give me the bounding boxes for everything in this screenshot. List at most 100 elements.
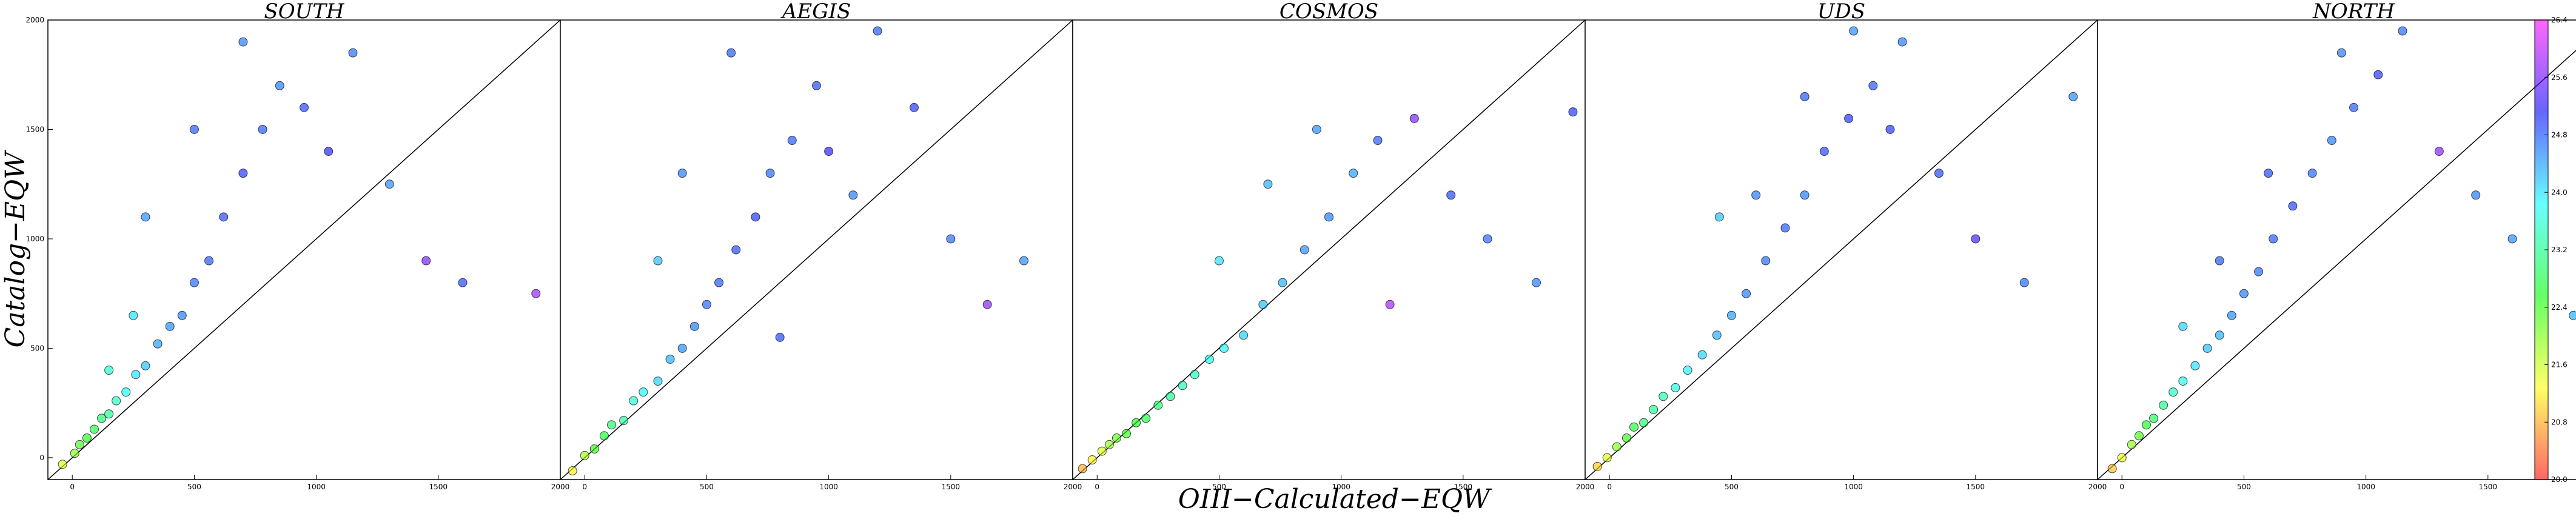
y-tick-label: 2000	[25, 16, 44, 24]
colorbar-tick-label: 23.2	[2551, 246, 2568, 254]
x-axis-label: OIII−Calculated−EQW	[1178, 484, 1492, 515]
data-point	[1592, 461, 1602, 471]
data-point	[1097, 446, 1107, 456]
data-point	[1742, 289, 1751, 298]
data-point	[1112, 433, 1121, 443]
x-tick-label: 500	[2237, 483, 2251, 491]
data-point	[112, 396, 121, 406]
data-point	[873, 26, 882, 36]
data-point	[2434, 147, 2444, 156]
data-point	[1602, 453, 1612, 463]
data-point	[2178, 321, 2188, 331]
x-tick-label: 1500	[2479, 483, 2498, 491]
data-point	[1897, 37, 1907, 47]
data-point	[629, 396, 639, 406]
data-point	[1078, 464, 1087, 474]
y-tick-label: 1500	[25, 125, 44, 133]
x-tick-label: 0	[1095, 483, 1099, 491]
data-point	[1087, 455, 1097, 465]
data-point	[1300, 245, 1309, 255]
data-point	[1219, 343, 1229, 353]
data-point	[1639, 418, 1649, 427]
data-point	[165, 321, 175, 331]
colorbar-tick-label: 20.8	[2551, 418, 2568, 426]
one-to-one-line	[1585, 19, 2098, 480]
plot-area	[2098, 20, 2576, 480]
data-point	[1683, 366, 1692, 375]
data-point	[1141, 414, 1151, 423]
data-point	[1239, 330, 1249, 340]
x-tick-label: 1500	[1454, 483, 1473, 491]
data-point	[189, 278, 199, 287]
data-point	[177, 310, 187, 320]
data-point	[421, 256, 431, 266]
plot-frame	[2097, 19, 2576, 480]
data-point	[1819, 147, 1829, 156]
data-point	[1446, 190, 1456, 200]
data-point	[258, 124, 267, 134]
data-point	[1868, 81, 1878, 90]
data-point	[665, 354, 675, 364]
x-tick-label: 1000	[2356, 483, 2375, 491]
x-tick-label: 500	[700, 483, 714, 491]
x-tick-label: 2000	[1064, 483, 1082, 491]
data-point	[141, 212, 150, 222]
data-point	[2159, 400, 2168, 410]
data-point	[2349, 102, 2358, 112]
data-point	[677, 169, 687, 178]
data-point	[2288, 201, 2298, 211]
x-tick-label: 1000	[819, 483, 838, 491]
data-point	[1800, 190, 1810, 200]
data-point	[2269, 234, 2278, 244]
data-point	[70, 449, 79, 458]
data-point	[348, 48, 358, 58]
data-point	[1122, 429, 1132, 438]
data-point	[2215, 330, 2224, 340]
data-point	[129, 310, 138, 320]
data-point	[2168, 387, 2178, 397]
data-point	[324, 147, 334, 156]
data-point	[1629, 422, 1639, 432]
data-point	[1568, 107, 1578, 117]
x-tick-label: 500	[1212, 483, 1226, 491]
data-point	[599, 431, 609, 441]
data-point	[1104, 440, 1114, 449]
data-point	[2107, 464, 2117, 474]
data-point	[1971, 234, 1981, 244]
y-tick-label: 1000	[25, 235, 44, 243]
data-point	[1263, 179, 1273, 189]
x-tick-label: 1500	[942, 483, 961, 491]
data-point	[97, 414, 107, 423]
data-point	[714, 278, 724, 287]
data-point	[1204, 354, 1214, 364]
data-point	[1714, 212, 1724, 222]
data-point	[607, 420, 616, 430]
data-point	[1800, 92, 1810, 101]
data-point	[2190, 361, 2200, 370]
x-tick-label: 1000	[1332, 483, 1350, 491]
data-point	[1132, 418, 1141, 427]
data-point	[1409, 113, 1419, 123]
colorbar-tick-label: 22.4	[2551, 303, 2568, 312]
data-point	[2398, 26, 2407, 36]
data-point	[1483, 234, 1492, 244]
x-tick-label: 1500	[1967, 483, 1985, 491]
data-point	[2227, 310, 2236, 320]
colorbar-tick-label: 24.8	[2551, 131, 2568, 139]
data-point	[946, 234, 956, 244]
data-point	[1166, 392, 1175, 401]
data-point	[1934, 169, 1944, 178]
y-tick-label: 500	[30, 344, 44, 352]
data-point	[726, 48, 736, 58]
data-point	[1712, 330, 1722, 340]
data-point	[775, 332, 785, 342]
data-point	[2254, 267, 2264, 276]
data-point	[2373, 70, 2383, 79]
data-point	[2327, 136, 2336, 146]
data-point	[1190, 370, 1199, 380]
data-point	[2264, 169, 2273, 178]
x-tick-label: 2000	[551, 483, 570, 491]
data-point	[1612, 442, 1622, 452]
data-point	[848, 190, 858, 200]
